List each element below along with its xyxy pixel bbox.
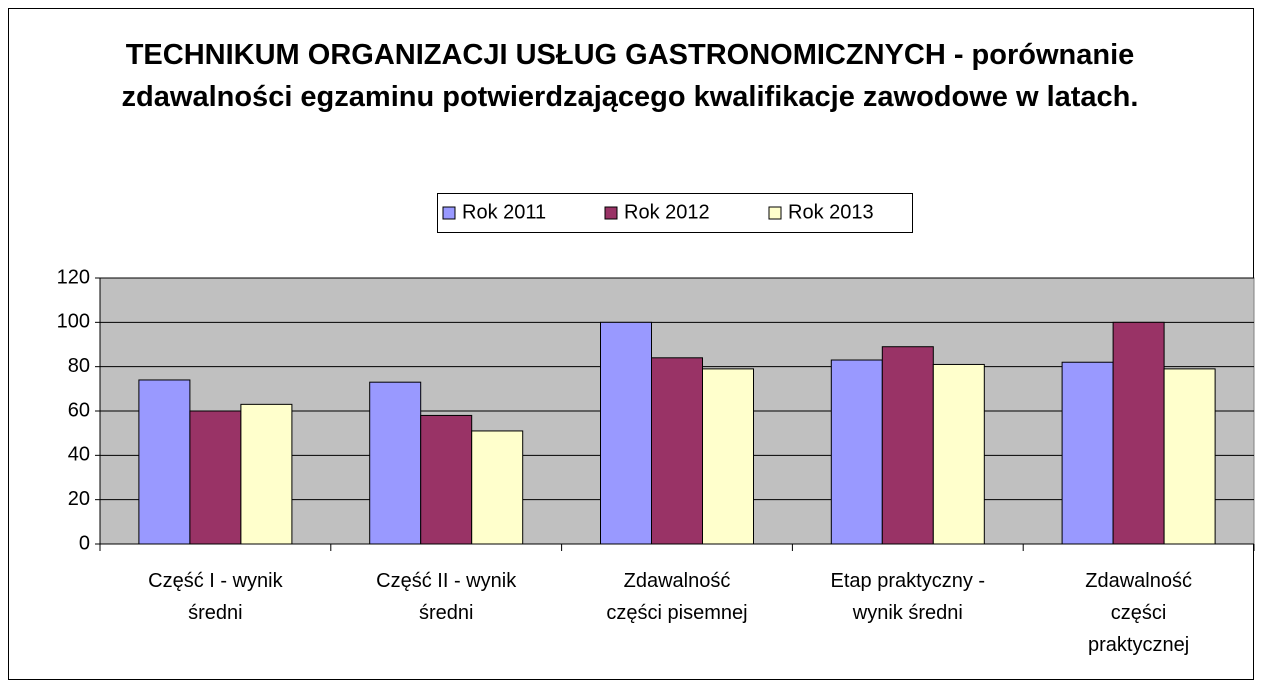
y-tick-label: 0 (79, 532, 90, 554)
legend-swatch (604, 206, 618, 220)
legend-box (437, 193, 913, 233)
bar (1061, 361, 1114, 545)
y-tick-label: 20 (68, 488, 90, 510)
bar (1163, 368, 1216, 545)
y-tick-label: 40 (68, 444, 90, 466)
bar (471, 430, 524, 545)
bar (240, 403, 293, 545)
bar (1112, 321, 1165, 545)
x-tick-label: Część II - wynik średni (376, 570, 517, 624)
chart-title: TECHNIKUM ORGANIZACJI USŁUG GASTRONOMICZ… (121, 39, 1139, 113)
bar (651, 357, 703, 545)
bar (189, 410, 242, 545)
bar (702, 368, 754, 545)
bar (830, 359, 883, 545)
bar (369, 381, 422, 545)
x-tick-label: Zdawalność części pisemnej (606, 570, 748, 624)
legend-label: Rok 2011 (462, 201, 546, 223)
y-tick-label: 120 (57, 266, 90, 288)
legend-swatch (442, 206, 456, 220)
legend-swatch (768, 206, 782, 220)
bar (932, 363, 985, 545)
bar (881, 346, 934, 545)
x-tick-label: Zdawalność części praktycznej (1085, 570, 1192, 656)
bar (420, 414, 473, 545)
x-tick-label: Część I - wynik średni (148, 570, 283, 624)
legend-label: Rok 2012 (624, 201, 710, 223)
y-tick-label: 60 (68, 399, 90, 421)
x-tick-label: Etap praktyczny - wynik średni (830, 570, 986, 624)
legend-label: Rok 2013 (788, 201, 874, 223)
y-tick-label: 80 (68, 355, 90, 377)
bar (138, 379, 191, 545)
y-tick-label: 100 (57, 311, 90, 333)
bar (600, 321, 652, 545)
